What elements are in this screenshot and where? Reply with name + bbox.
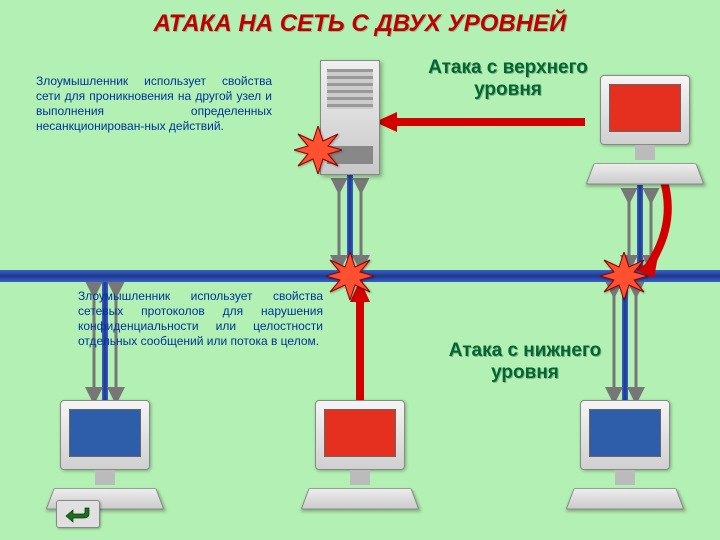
attack-arrow-upper [375, 112, 593, 132]
label-lower-attack: Атака с нижнего уровня [435, 340, 615, 384]
pc-bot-right [565, 400, 685, 515]
pc-bot-mid [300, 400, 420, 515]
pc-bot-left [45, 400, 165, 515]
burst-bus-right [600, 252, 648, 300]
return-arrow-icon [65, 505, 91, 523]
burst-bus-center [326, 252, 374, 300]
label-upper-attack: Атака с верхнего уровня [418, 57, 598, 101]
back-button[interactable] [56, 500, 100, 528]
page-title: АТАКА НА СЕТЬ С ДВУХ УРОВНЕЙ [0, 0, 720, 44]
textbox-upper: Злоумышленник использует свойства сети д… [36, 74, 272, 134]
textbox-lower: Злоумышленник использует свойства сетевы… [78, 289, 323, 349]
burst-server [294, 126, 342, 174]
pc-top-right [585, 75, 705, 190]
